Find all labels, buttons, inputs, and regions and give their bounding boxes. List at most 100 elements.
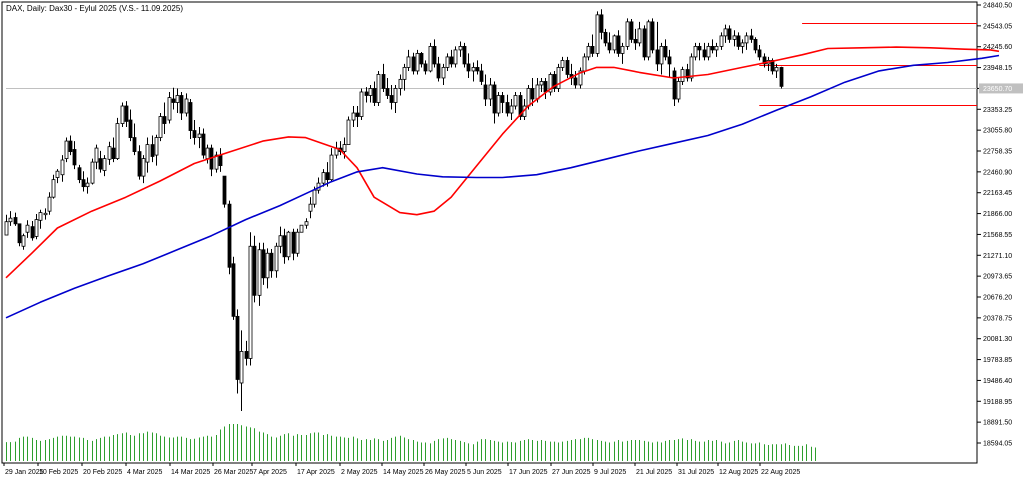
candle-body [299, 224, 304, 233]
candle-body [513, 95, 518, 107]
candle-body [423, 63, 428, 72]
candle-body [419, 53, 424, 65]
candle-body [43, 212, 48, 216]
candle-body [179, 95, 184, 114]
candle [483, 74, 488, 107]
candle [479, 63, 484, 85]
candle [723, 24, 728, 43]
candle-body [445, 56, 450, 68]
candle-body [68, 140, 73, 152]
candle [552, 70, 557, 92]
y-tick-label: 24543.05 [983, 23, 1012, 30]
candle-body [201, 133, 206, 156]
candle [667, 49, 672, 78]
y-tick-label: 20081.30 [983, 336, 1012, 343]
candle-body [539, 81, 544, 86]
candle [274, 242, 279, 278]
candle-body [150, 144, 155, 157]
candle-body [518, 95, 523, 117]
candle-body [779, 67, 784, 87]
candle-body [197, 133, 202, 138]
x-tick-label: 5 Jun 2025 [467, 469, 502, 476]
candle-body [552, 74, 557, 89]
x-tick-label: 2 May 2025 [341, 469, 378, 476]
candle-body [389, 95, 394, 103]
candle [505, 94, 510, 117]
candle [646, 19, 651, 61]
candle-body [4, 221, 9, 236]
candle [68, 135, 73, 156]
candle [706, 42, 711, 61]
ma-line-0 [5, 46, 1000, 279]
candle [355, 106, 360, 128]
candle-body [500, 95, 505, 103]
candle [321, 169, 326, 187]
candle-body [753, 38, 758, 51]
candle [633, 28, 638, 50]
candle-body [30, 226, 35, 239]
candle [162, 102, 167, 135]
y-tick-label: 22758.35 [983, 149, 1012, 156]
candle-body [492, 84, 497, 114]
candle [629, 19, 634, 43]
candle-body [411, 56, 416, 72]
y-tick-label: 19486.40 [983, 378, 1012, 385]
candle [72, 141, 77, 170]
candle-body [368, 88, 373, 96]
candle [774, 63, 779, 78]
candle-body [102, 158, 107, 171]
candle [385, 77, 390, 99]
candle-body [235, 315, 240, 380]
candle [637, 21, 642, 47]
candle [351, 106, 356, 128]
candle [102, 155, 107, 177]
candle-body [167, 97, 172, 121]
candle [55, 169, 60, 184]
candle [419, 52, 424, 68]
candle-body [475, 67, 480, 72]
candle [291, 228, 296, 261]
x-tick-label: 7 Apr 2025 [253, 469, 287, 476]
candle [137, 145, 142, 180]
candle-body [625, 21, 630, 47]
candle-body [578, 70, 583, 86]
candle [269, 249, 274, 278]
candle-body [141, 158, 146, 177]
x-tick-label: 9 Jul 2025 [594, 469, 626, 476]
candle-body [689, 56, 694, 79]
candle [145, 137, 150, 173]
candle [282, 228, 287, 264]
candle [445, 53, 450, 71]
x-tick-label: 14 Mar 2025 [171, 469, 210, 476]
x-tick-label: 21 Jul 2025 [636, 469, 672, 476]
candle-body [719, 35, 724, 47]
candle-body [607, 42, 612, 51]
candle-body [573, 77, 578, 86]
candle [13, 212, 18, 226]
candle-body [359, 91, 364, 117]
candle-body [214, 154, 219, 170]
candle-body [479, 70, 484, 82]
candle [364, 87, 369, 103]
candle [325, 162, 330, 187]
candle [415, 49, 420, 75]
candle-body [595, 14, 600, 54]
candle [372, 81, 377, 107]
candle-body [697, 46, 702, 51]
candle [685, 63, 690, 82]
candle-body [364, 91, 369, 96]
x-tick-label: 17 Apr 2025 [297, 469, 335, 476]
candle-body [325, 172, 330, 181]
candle [693, 42, 698, 61]
candle-body [342, 144, 347, 152]
candle-body [51, 179, 56, 198]
candle [436, 56, 441, 82]
y-tick-label: 20973.65 [983, 274, 1012, 281]
candle-body [248, 245, 253, 359]
candle-body [509, 105, 514, 114]
candle [197, 127, 202, 149]
candle-body [175, 95, 180, 103]
candle [578, 67, 583, 89]
candle-body [762, 56, 767, 65]
